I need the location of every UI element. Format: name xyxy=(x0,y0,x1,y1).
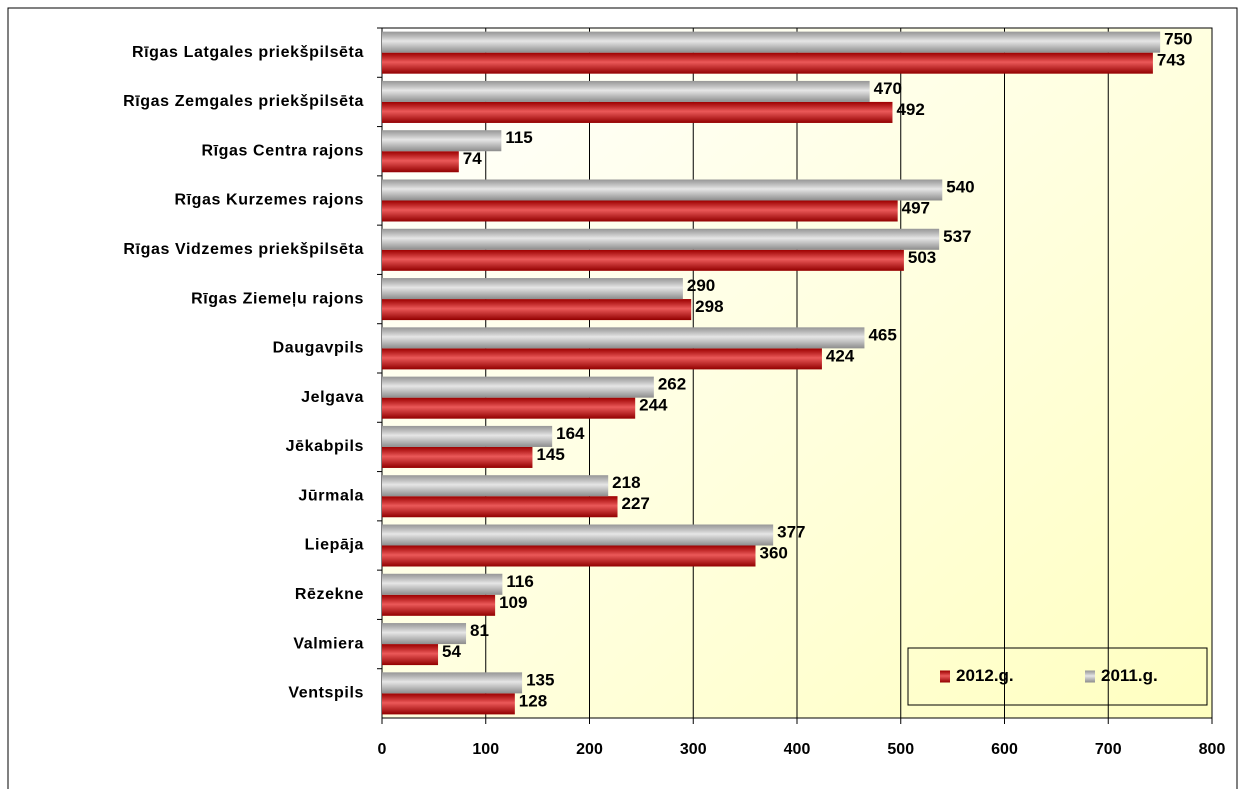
x-tick-label: 100 xyxy=(472,741,499,758)
value-label: 81 xyxy=(470,621,489,640)
y-tick-label: Jūrmala xyxy=(298,487,364,504)
bar-shade xyxy=(382,524,774,546)
bar-shade xyxy=(382,397,636,419)
bar-shade xyxy=(382,475,609,497)
y-tick-label: Rēzekne xyxy=(295,586,364,603)
value-label: 743 xyxy=(1157,51,1185,70)
bar-shade xyxy=(382,278,683,300)
legend-box xyxy=(907,647,1208,706)
bar-shade xyxy=(382,52,1153,74)
value-label: 54 xyxy=(442,642,461,661)
x-tick-label: 300 xyxy=(680,741,707,758)
bar-shade xyxy=(382,327,865,349)
bar-shade xyxy=(382,31,1161,53)
bar-shade xyxy=(382,80,870,102)
bar-shade xyxy=(382,545,756,567)
value-label: 164 xyxy=(556,424,585,443)
bar-shade xyxy=(382,672,523,694)
value-label: 377 xyxy=(777,522,805,541)
bar-shade xyxy=(382,249,904,271)
value-label: 298 xyxy=(695,297,723,316)
y-tick-label: Valmiera xyxy=(293,635,364,652)
bar-shade xyxy=(382,425,553,447)
value-label: 145 xyxy=(536,445,564,464)
value-label: 750 xyxy=(1164,30,1192,49)
bar-shade xyxy=(382,101,893,123)
value-label: 503 xyxy=(908,248,936,267)
value-label: 360 xyxy=(760,543,788,562)
bar-shade xyxy=(382,573,503,595)
bar-shade xyxy=(382,376,654,398)
value-label: 540 xyxy=(946,177,974,196)
value-label: 492 xyxy=(896,100,924,119)
bar-shade xyxy=(382,644,439,666)
y-tick-label: Rīgas Ziemeļu rajons xyxy=(191,290,364,307)
bar-shade xyxy=(382,228,940,250)
y-tick-label: Rīgas Centra rajons xyxy=(201,142,364,159)
value-label: 218 xyxy=(612,473,640,492)
value-label: 244 xyxy=(639,396,668,415)
x-tick-label: 500 xyxy=(887,741,914,758)
y-tick-label: Daugavpils xyxy=(273,340,364,357)
value-label: 135 xyxy=(526,670,554,689)
y-tick-label: Jēkabpils xyxy=(286,438,364,455)
bar-shade xyxy=(382,151,459,173)
bar-shade xyxy=(382,623,467,645)
value-label: 424 xyxy=(826,346,855,365)
x-tick-label: 400 xyxy=(784,741,811,758)
value-label: 262 xyxy=(658,375,686,394)
legend-label: 2012.g. xyxy=(956,666,1014,685)
value-label: 470 xyxy=(874,79,902,98)
bar-shade xyxy=(382,179,943,201)
x-tick-label: 0 xyxy=(378,741,387,758)
legend-swatch-shade xyxy=(1085,670,1095,683)
x-tick-label: 600 xyxy=(991,741,1018,758)
y-tick-label: Liepāja xyxy=(305,537,364,554)
x-tick-label: 700 xyxy=(1095,741,1122,758)
y-tick-label: Jelgava xyxy=(301,389,364,406)
y-tick-label: Rīgas Zemgales priekšpilsēta xyxy=(123,93,364,110)
y-tick-label: Rīgas Latgales priekšpilsēta xyxy=(132,44,364,61)
bar-shade xyxy=(382,130,502,152)
bar-shade xyxy=(382,348,822,370)
y-tick-label: Rīgas Kurzemes rajons xyxy=(174,192,364,209)
value-label: 537 xyxy=(943,227,971,246)
value-label: 109 xyxy=(499,593,527,612)
bar-shade xyxy=(382,496,618,518)
value-label: 290 xyxy=(687,276,715,295)
bar-shade xyxy=(382,594,496,616)
bar-shade xyxy=(382,693,515,715)
bar-shade xyxy=(382,299,692,321)
legend-swatch-shade xyxy=(940,670,950,683)
value-label: 116 xyxy=(506,572,533,591)
y-tick-label: Ventspils xyxy=(288,685,364,702)
value-label: 128 xyxy=(519,691,547,710)
y-tick-label: Rīgas Vidzemes priekšpilsēta xyxy=(123,241,364,258)
bar-shade xyxy=(382,200,898,222)
value-label: 115 xyxy=(505,128,532,147)
value-label: 497 xyxy=(902,198,930,217)
value-label: 465 xyxy=(868,325,896,344)
x-tick-label: 200 xyxy=(576,741,603,758)
value-label: 74 xyxy=(463,149,482,168)
legend-label: 2011.g. xyxy=(1101,666,1158,685)
x-tick-label: 800 xyxy=(1199,741,1226,758)
value-label: 227 xyxy=(622,494,650,513)
bar-shade xyxy=(382,446,533,468)
